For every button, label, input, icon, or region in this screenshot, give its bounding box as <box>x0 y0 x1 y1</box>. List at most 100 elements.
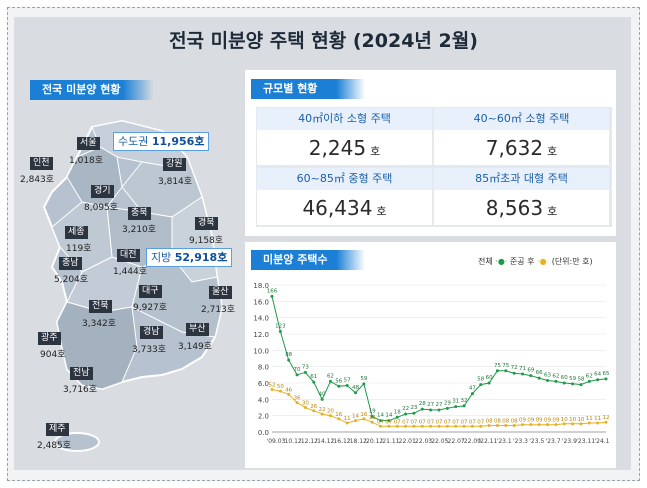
data-label: 12 <box>369 415 376 421</box>
x-tick-label: '23.7 <box>546 438 561 445</box>
data-label: 09 <box>552 418 559 424</box>
region-label-sejong: 세종 <box>65 226 88 239</box>
x-tick-label: '14.12 <box>315 438 334 445</box>
y-tick-label: 10.0 <box>253 347 269 355</box>
data-label: 14 <box>352 414 359 420</box>
region-value-incheon: 2,843호 <box>20 175 55 185</box>
region-label-gyeongbuk: 경북 <box>195 217 218 230</box>
data-point <box>537 423 541 427</box>
data-label: 57 <box>344 377 351 383</box>
data-label: 08 <box>502 418 509 424</box>
data-point <box>303 370 307 374</box>
data-point <box>571 422 575 426</box>
legend-completed-label: 준공 후 <box>509 257 535 266</box>
data-label: 11 <box>594 416 601 422</box>
data-point <box>270 388 274 392</box>
data-point <box>362 417 366 421</box>
scale-cell-unit: 호 <box>370 145 381 158</box>
data-label: 07 <box>477 419 484 425</box>
region-value-jeonnam: 3,716호 <box>63 385 98 395</box>
region-label-jeonnam: 전남 <box>70 367 93 380</box>
data-point <box>537 376 541 380</box>
data-point <box>596 421 600 425</box>
data-point <box>504 423 508 427</box>
scale-cell-header: 85㎡초과 대형 주택 <box>434 168 609 190</box>
data-point <box>354 419 357 423</box>
data-label: 70 <box>294 367 301 373</box>
data-point <box>454 405 458 409</box>
data-point <box>454 424 458 428</box>
scale-cell-large: 85㎡초과 대형 주택 8,563 호 <box>434 168 609 225</box>
data-label: 62 <box>586 373 593 379</box>
data-point <box>512 371 516 375</box>
scale-cell-header: 60~85㎡ 중형 주택 <box>257 168 432 190</box>
data-label: 10 <box>569 417 576 423</box>
data-label: 59 <box>360 376 367 382</box>
data-label: 29 <box>444 400 451 406</box>
x-tick-label: '22.01 <box>397 438 416 445</box>
x-tick-label: '22.11 <box>478 438 497 445</box>
region-label-incheon: 인천 <box>30 157 53 170</box>
y-tick-label: 0.0 <box>258 429 269 437</box>
data-point <box>495 423 499 427</box>
data-point <box>437 424 441 428</box>
legend-completed-marker: ·●· <box>537 257 550 266</box>
x-tick-label: '22.03 <box>413 438 432 445</box>
y-tick-label: 12.0 <box>253 331 269 339</box>
scale-cell-unit: 호 <box>547 145 558 158</box>
region-value-gyeongnam: 3,733호 <box>132 345 167 355</box>
legend-unit: (단위:만 호) <box>551 257 593 266</box>
data-point <box>420 407 424 411</box>
data-label: 10 <box>577 417 584 423</box>
x-tick-label: '16.12 <box>332 438 351 445</box>
region-value-chungbuk: 3,210호 <box>122 225 157 235</box>
region-label-jeju: 제주 <box>46 423 69 436</box>
legend-total-marker: ·●· <box>495 257 508 266</box>
data-point <box>504 369 508 373</box>
scale-cell-value: 8,563 <box>485 196 544 220</box>
data-point <box>579 422 583 426</box>
region-label-seoul: 서울 <box>77 137 100 150</box>
data-label: 07 <box>394 419 401 425</box>
data-label: 65 <box>603 371 610 377</box>
data-point <box>487 423 491 427</box>
chart-legend: 전체 ·●· 준공 후 ·●· (단위:만 호) <box>478 256 593 267</box>
region-value-gwangju: 904호 <box>40 350 66 360</box>
region-value-daegu: 9,927호 <box>133 303 168 313</box>
korea-map-shape <box>42 119 224 452</box>
x-tick-label: '20.12 <box>364 438 383 445</box>
data-point <box>487 381 491 385</box>
x-tick-label: '23.3 <box>513 438 528 445</box>
data-label: 07 <box>410 419 417 425</box>
data-point <box>345 383 349 387</box>
region-value-gangwon: 3,814호 <box>158 177 193 187</box>
region-label-chungnam: 충남 <box>59 257 82 270</box>
x-tick-label: '24.1 <box>594 438 609 445</box>
data-point <box>546 379 550 383</box>
data-label: 08 <box>494 418 501 424</box>
data-label: 26 <box>310 404 317 410</box>
region-label-jeonbuk: 전북 <box>89 300 112 313</box>
data-point <box>412 411 416 415</box>
data-point <box>379 419 383 423</box>
data-label: 28 <box>419 401 426 407</box>
data-label: 71 <box>519 366 526 372</box>
data-label: 16 <box>360 412 367 418</box>
data-point <box>303 406 307 409</box>
data-point <box>521 423 524 427</box>
data-point <box>470 424 474 428</box>
y-tick-label: 18.0 <box>253 282 269 290</box>
data-point <box>295 373 299 377</box>
data-label: 07 <box>419 419 426 425</box>
data-point <box>320 397 324 401</box>
x-tick-label: '22.09 <box>462 438 481 445</box>
x-tick-label: '23.11 <box>576 438 595 445</box>
data-point <box>328 379 332 383</box>
region-value-sejong: 119호 <box>66 244 92 254</box>
data-label: 69 <box>527 368 534 374</box>
data-point <box>571 382 575 386</box>
data-label: 31 <box>452 399 459 405</box>
data-point <box>370 420 374 424</box>
data-label: 40 <box>319 391 326 397</box>
data-point <box>404 424 408 428</box>
